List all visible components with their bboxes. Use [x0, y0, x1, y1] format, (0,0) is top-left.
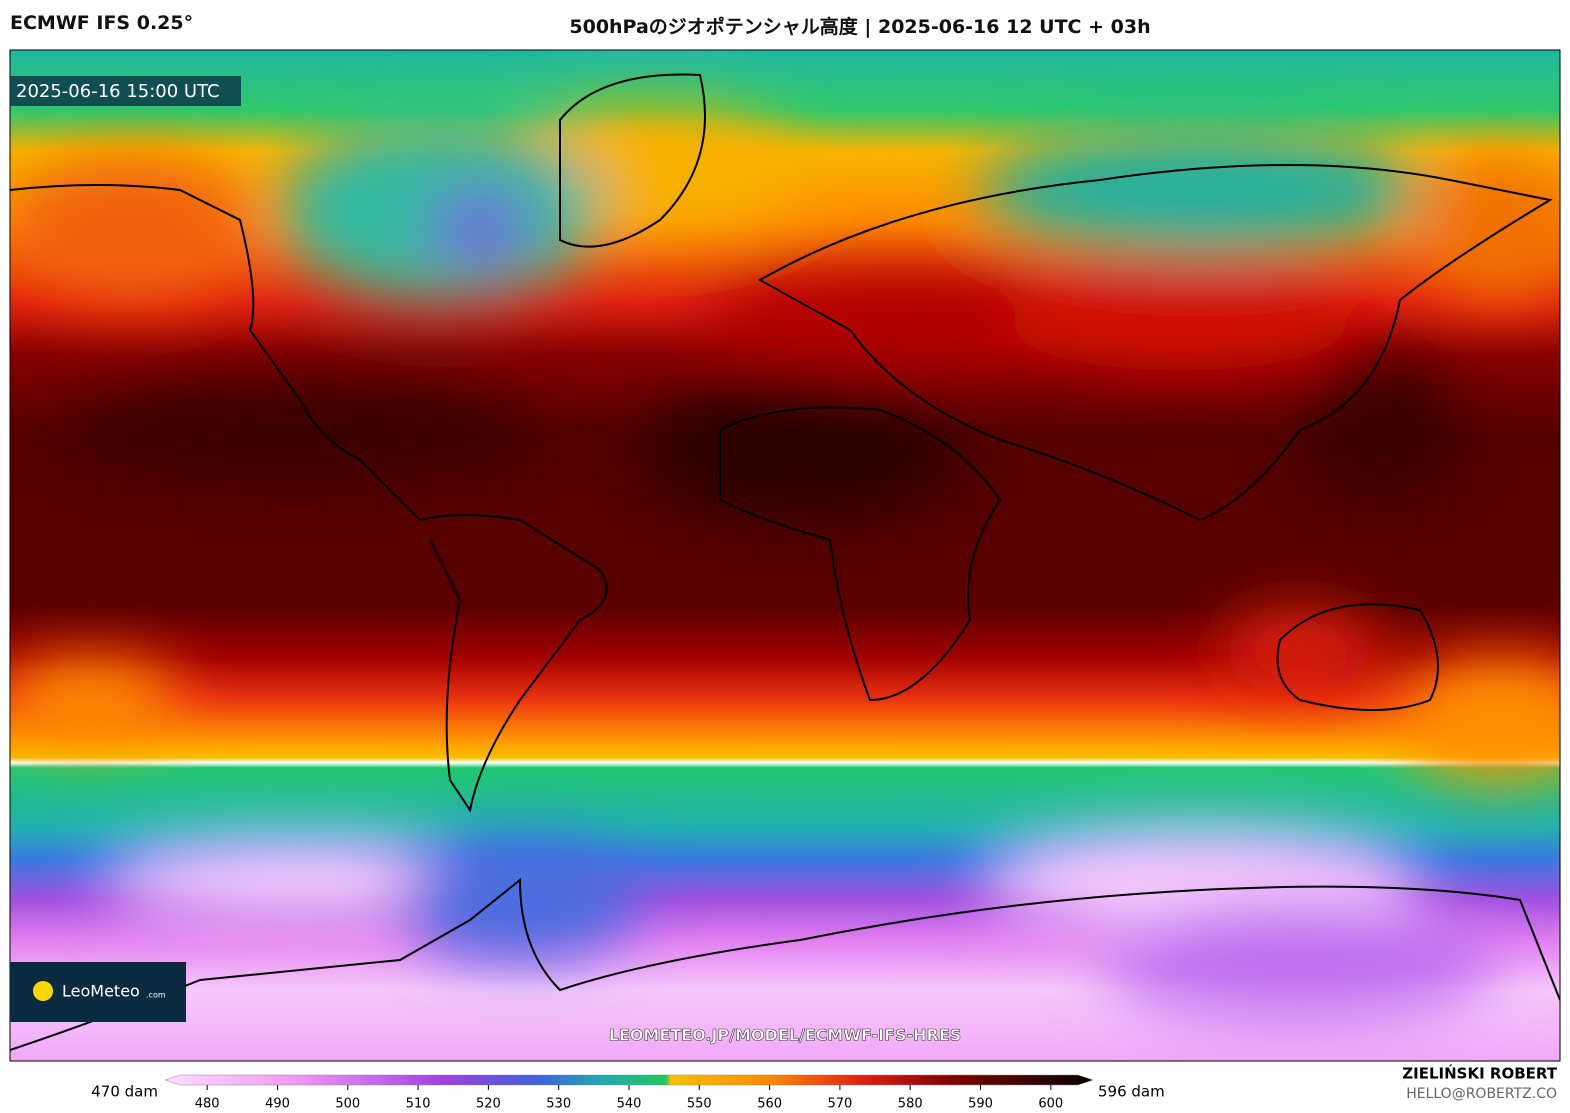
colorbar-tick-label: 560 — [757, 1097, 782, 1112]
colorbar-tick-label: 500 — [335, 1097, 360, 1112]
colorbar-min: 470 dam — [91, 1083, 158, 1101]
coastlines — [10, 73, 1560, 1051]
field — [10, 50, 1560, 1061]
source-url: LEOMETEO.JP/MODEL/ECMWF-IFS-HRES — [609, 1026, 962, 1045]
time-box — [10, 76, 241, 106]
email: HELLO@ROBERTZ.CO — [1406, 1086, 1557, 1102]
colorbar-tick-label: 540 — [617, 1097, 642, 1112]
map-frame — [9, 49, 1561, 1062]
colorbar-tick-label: 570 — [827, 1097, 852, 1112]
colorbar-tick-label: 490 — [265, 1097, 290, 1112]
logo: LeoMeteo — [62, 982, 140, 1001]
colorbar-tick-label: 600 — [1038, 1097, 1063, 1112]
author: ZIELIŃSKI ROBERT — [1402, 1064, 1557, 1083]
model-name: ECMWF IFS 0.25° — [10, 12, 194, 34]
colorbar-tick-label: 530 — [546, 1097, 571, 1112]
valid-time: 2025-06-16 15:00 UTC — [16, 81, 220, 102]
colorbar-tick-label: 580 — [898, 1097, 923, 1112]
map-title: 500hPaのジオポテンシャル高度 | 2025-06-16 12 UTC + … — [569, 16, 1151, 38]
colorbar-tick-label: 590 — [968, 1097, 993, 1112]
colorbar-tick-label: 520 — [476, 1097, 501, 1112]
logo-sun — [33, 981, 53, 1001]
colorbar-tick-label: 550 — [687, 1097, 712, 1112]
colorbar-tick-label: 510 — [406, 1097, 431, 1112]
logo-suffix: .com — [146, 991, 166, 1000]
colorbar-max: 596 dam — [1098, 1083, 1165, 1101]
colorbar — [164, 1074, 1094, 1086]
colorbar-tick-label: 480 — [195, 1097, 220, 1112]
